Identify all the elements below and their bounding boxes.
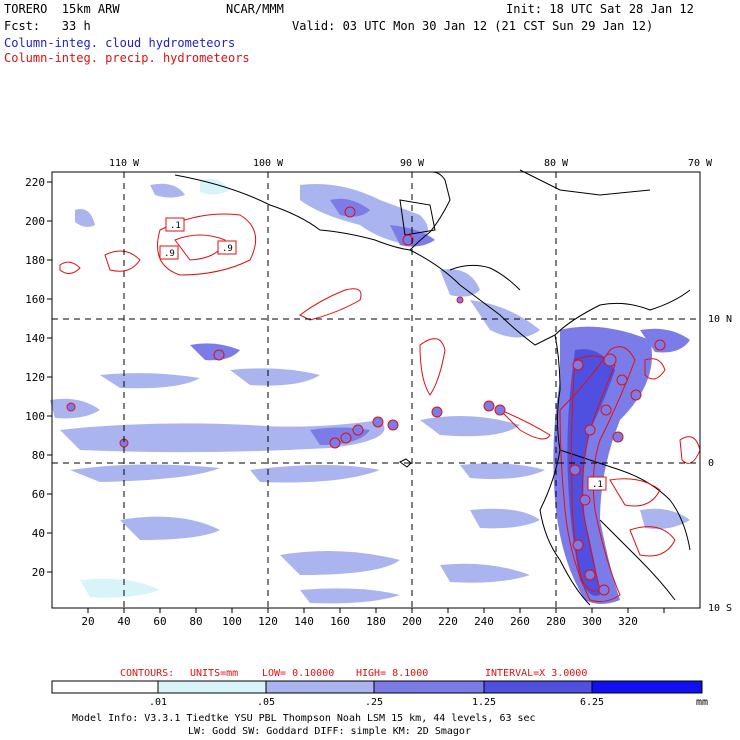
- contour-label: .1: [170, 221, 181, 231]
- lon-label: 80 W: [544, 158, 569, 169]
- contour-label: .1: [592, 480, 603, 490]
- lat-lon-grid: [52, 172, 700, 608]
- x-tick-label: 260: [510, 615, 530, 628]
- y-tick-label: 180: [25, 254, 45, 267]
- x-tick-label: 180: [366, 615, 386, 628]
- org-label: NCAR/MMM: [226, 2, 284, 16]
- x-tick-label: 20: [81, 615, 94, 628]
- y-tick-label: 60: [32, 488, 45, 501]
- x-tick-label: 80: [189, 615, 202, 628]
- lon-label: 90 W: [400, 158, 425, 169]
- x-tick-label: 100: [222, 615, 242, 628]
- contour-label: .9: [222, 244, 233, 254]
- precip-cells: [66, 206, 666, 596]
- colorbar-label: 6.25: [580, 697, 604, 708]
- forecast-hour: Fcst: 33 h: [4, 19, 91, 33]
- x-tick-label: 240: [474, 615, 494, 628]
- x-tick-label: 200: [402, 615, 422, 628]
- x-tick-label: 220: [438, 615, 458, 628]
- contours-low: LOW= 0.10000: [262, 668, 334, 679]
- y-tick-label: 220: [25, 176, 45, 189]
- init-time: Init: 18 UTC Sat 28 Jan 12: [506, 2, 694, 16]
- y-tick-label: 120: [25, 371, 45, 384]
- contour-label: .9: [164, 249, 175, 259]
- y-tick-label: 40: [32, 527, 45, 540]
- lon-label: 70 W: [688, 158, 713, 169]
- colorbar-label: .01: [149, 697, 167, 708]
- y-tick-label: 80: [32, 449, 45, 462]
- colorbar-unit: mm: [696, 697, 708, 708]
- colorbar-label: .05: [257, 697, 275, 708]
- x-tick-label: 40: [117, 615, 130, 628]
- contour-label-boxes: [159, 217, 607, 491]
- y-tick-label: 140: [25, 332, 45, 345]
- axis-ticks: [47, 181, 665, 613]
- model-info: Model Info: V3.3.1 Tiedtke YSU PBL Thomp…: [72, 713, 536, 724]
- x-tick-label: 120: [258, 615, 278, 628]
- x-tick-label: 320: [618, 615, 638, 628]
- cloud-shading: [50, 178, 690, 604]
- colorbar: [51, 680, 703, 694]
- contours-label: CONTOURS:: [120, 668, 174, 679]
- x-tick-label: 140: [294, 615, 314, 628]
- contours-units: UNITS=mm: [190, 668, 238, 679]
- legend-cloud-hydrometeors: Column-integ. cloud hydrometeors: [4, 36, 236, 50]
- y-tick-label: 20: [32, 566, 45, 579]
- valid-time: Valid: 03 UTC Mon 30 Jan 12 (21 CST Sun …: [292, 19, 654, 33]
- x-tick-label: 300: [582, 615, 602, 628]
- lon-label: 100 W: [253, 158, 284, 169]
- lat-label: 10 S: [708, 603, 732, 614]
- x-tick-label: 160: [330, 615, 350, 628]
- x-tick-label: 280: [546, 615, 566, 628]
- y-tick-label: 100: [25, 410, 45, 423]
- precip-contours: [59, 213, 701, 603]
- lat-label: 0: [708, 458, 714, 469]
- model-title: TORERO 15km ARW: [4, 2, 120, 16]
- lon-label: 110 W: [109, 158, 140, 169]
- physics-info: LW: Godd SW: Goddard DIFF: simple KM: 2D…: [188, 726, 471, 737]
- y-tick-label: 160: [25, 293, 45, 306]
- legend-precip-hydrometeors: Column-integ. precip. hydrometeors: [4, 51, 250, 65]
- colorbar-label: 1.25: [472, 697, 496, 708]
- lat-label: 10 N: [708, 314, 732, 325]
- contours-interval: INTERVAL=X 3.0000: [485, 668, 587, 679]
- y-tick-label: 200: [25, 215, 45, 228]
- colorbar-label: .25: [365, 697, 383, 708]
- contours-high: HIGH= 8.1000: [356, 668, 428, 679]
- x-tick-label: 60: [153, 615, 166, 628]
